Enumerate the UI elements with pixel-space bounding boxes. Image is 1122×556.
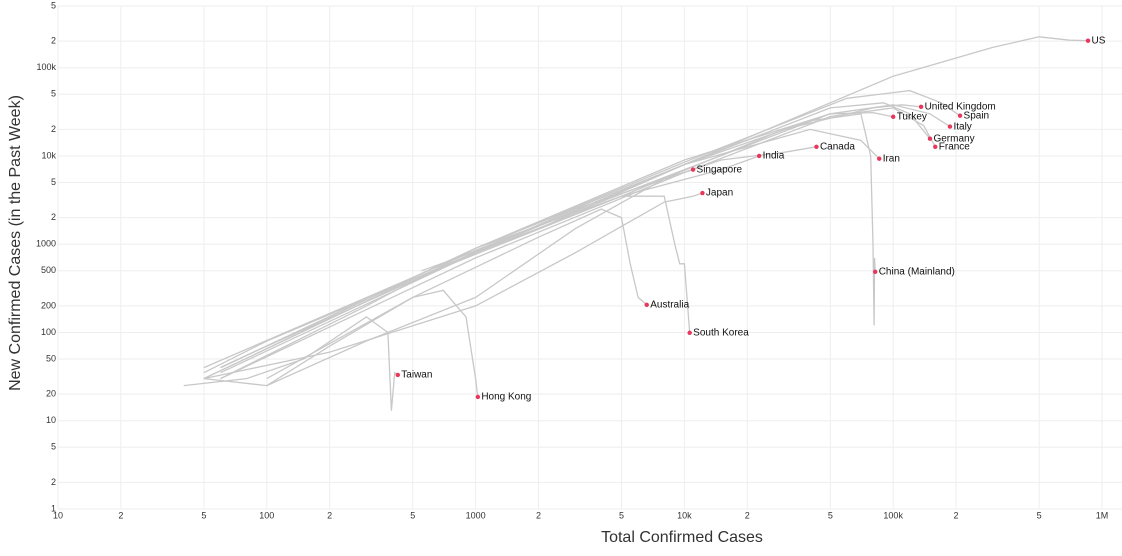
series-line bbox=[220, 107, 936, 380]
y-tick-label: 2 bbox=[51, 212, 56, 222]
country-label: Iran bbox=[883, 153, 900, 164]
x-axis-label: Total Confirmed Cases bbox=[601, 529, 763, 546]
end-marker bbox=[690, 167, 696, 172]
country-label: Japan bbox=[706, 188, 733, 199]
y-tick-label: 500 bbox=[41, 265, 56, 275]
x-tick-label: 1000 bbox=[466, 510, 486, 520]
x-tick-label: 5 bbox=[619, 510, 624, 520]
y-tick-label: 10k bbox=[41, 150, 56, 160]
country-label: Taiwan bbox=[401, 370, 432, 381]
country-label: France bbox=[939, 141, 971, 152]
series-line bbox=[203, 146, 817, 380]
end-marker bbox=[395, 372, 400, 378]
y-axis-label: New Confirmed Cases (in the Past Week) bbox=[7, 95, 24, 391]
end-marker bbox=[877, 156, 882, 161]
y-tick-label: 100k bbox=[36, 62, 56, 72]
end-marker bbox=[1085, 38, 1091, 43]
country-label: China (Mainland) bbox=[879, 266, 955, 277]
series-line bbox=[203, 104, 951, 369]
x-tick-label: 5 bbox=[828, 510, 833, 520]
series-line bbox=[220, 155, 760, 380]
series-line bbox=[183, 316, 399, 411]
series-line bbox=[266, 208, 648, 380]
y-tick-label: 100 bbox=[41, 327, 56, 337]
x-tick-label: 5 bbox=[201, 510, 206, 520]
lines bbox=[183, 36, 1089, 411]
series-line bbox=[266, 168, 694, 387]
country-label: Singapore bbox=[697, 164, 743, 175]
country-label: Turkey bbox=[897, 111, 927, 122]
y-tick-label: 5 bbox=[51, 0, 56, 10]
country-label: Spain bbox=[964, 110, 990, 121]
x-tick-label: 2 bbox=[327, 510, 332, 520]
country-label: Italy bbox=[953, 121, 971, 132]
y-tick-label: 20 bbox=[46, 389, 56, 399]
end-marker bbox=[644, 302, 649, 307]
end-marker bbox=[687, 330, 692, 336]
y-tick-label: 50 bbox=[46, 353, 56, 363]
country-label: Australia bbox=[650, 299, 689, 310]
y-tick-label: 1 bbox=[51, 503, 56, 513]
country-label: US bbox=[1092, 35, 1106, 46]
y-tick-label: 200 bbox=[41, 300, 56, 310]
y-tick-label: 2 bbox=[51, 124, 56, 134]
country-label: India bbox=[763, 151, 785, 162]
markers bbox=[395, 38, 1091, 400]
end-marker bbox=[814, 144, 819, 149]
end-marker bbox=[756, 153, 762, 159]
series-line bbox=[203, 36, 1089, 374]
series-line bbox=[203, 104, 922, 380]
y-tick-label: 5 bbox=[51, 177, 56, 187]
end-marker bbox=[957, 113, 963, 118]
series-line bbox=[220, 128, 880, 369]
y-tick-label: 2 bbox=[51, 35, 56, 45]
country-label: Hong Kong bbox=[481, 392, 531, 403]
series-line bbox=[266, 195, 691, 347]
x-tick-label: 100k bbox=[883, 510, 903, 520]
x-tick-label: 5 bbox=[410, 510, 415, 520]
y-tick-label: 1000 bbox=[36, 239, 56, 249]
end-marker bbox=[927, 136, 933, 141]
x-tick-label: 2 bbox=[954, 510, 959, 520]
series-line bbox=[421, 113, 876, 326]
x-tick-label: 5 bbox=[1037, 510, 1042, 520]
end-marker bbox=[947, 124, 953, 129]
end-marker bbox=[918, 104, 924, 110]
y-tick-label: 10 bbox=[46, 415, 56, 425]
series-line bbox=[203, 192, 703, 380]
y-tick-label: 5 bbox=[51, 89, 56, 99]
x-tick-label: 2 bbox=[118, 510, 123, 520]
end-marker bbox=[700, 190, 705, 196]
country-label: Canada bbox=[820, 141, 855, 152]
series-line bbox=[203, 289, 479, 398]
country-label: Germany bbox=[933, 133, 974, 144]
x-tick-label: 10k bbox=[677, 510, 692, 520]
end-marker bbox=[873, 269, 878, 274]
end-marker bbox=[933, 144, 938, 149]
x-tick-label: 2 bbox=[745, 510, 750, 520]
x-tick-label: 100 bbox=[259, 510, 274, 520]
x-tick-label: 2 bbox=[536, 510, 541, 520]
end-marker bbox=[891, 114, 896, 119]
country-label: South Korea bbox=[693, 328, 749, 339]
x-tick-label: 10 bbox=[53, 510, 63, 520]
end-marker bbox=[475, 394, 481, 400]
country-label: United Kingdom bbox=[925, 101, 996, 112]
y-tick-label: 5 bbox=[51, 442, 56, 452]
y-tick-label: 2 bbox=[51, 477, 56, 487]
x-tick-label: 1M bbox=[1096, 510, 1109, 520]
